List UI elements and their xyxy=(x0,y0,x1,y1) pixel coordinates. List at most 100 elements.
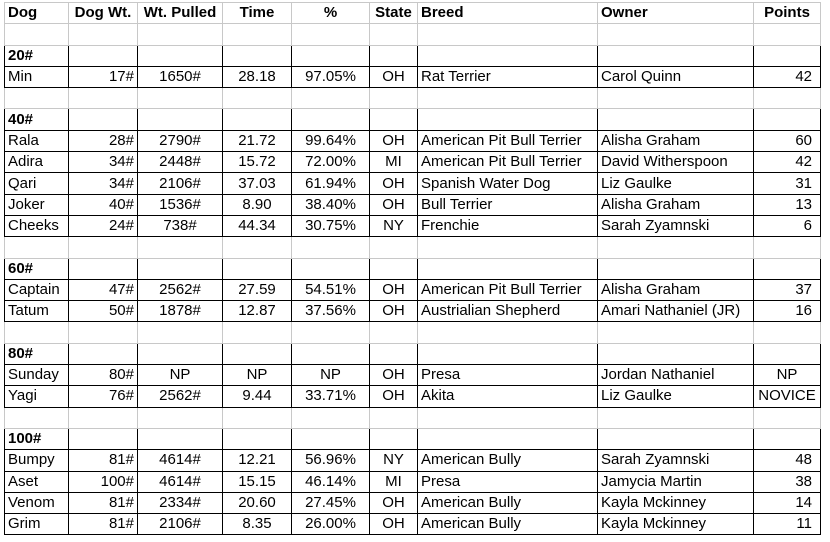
empty-cell xyxy=(369,406,418,429)
empty-cell xyxy=(68,236,138,259)
cell-points: 14 xyxy=(753,491,821,515)
header-row: Dog Dog Wt. Wt. Pulled Time% State Breed Owner… xyxy=(4,1,821,25)
empty-cell xyxy=(291,87,370,110)
header-points: Points xyxy=(753,1,821,25)
empty-cell xyxy=(222,236,292,259)
empty-cell xyxy=(753,108,821,131)
cell-dog: Tatum xyxy=(4,300,69,323)
empty-cell xyxy=(753,321,821,344)
empty-cell xyxy=(369,321,418,344)
empty-cell xyxy=(753,87,821,110)
empty-cell xyxy=(597,87,754,110)
empty-cell xyxy=(369,87,418,110)
table-row: Qari 34# 2106# 37.03 61.94% OH Spanish Water D… xyxy=(4,172,821,195)
empty-cell xyxy=(68,44,138,67)
cell-percent: NP xyxy=(291,364,370,387)
empty-cell xyxy=(4,23,69,46)
cell-weight-pulled: 2106# xyxy=(137,172,223,195)
table-row: Bumpy 81# 4614# 12.21 56.96% NY American Bully… xyxy=(4,449,821,472)
empty-cell xyxy=(597,23,754,46)
cell-dog-weight: 76# xyxy=(68,385,138,408)
cell-weight-pulled: NP xyxy=(137,364,223,387)
table-row: Adira 34# 2448# 15.72 72.00% MI American Pit B… xyxy=(4,151,821,174)
empty-cell xyxy=(597,236,754,259)
empty-cell xyxy=(753,44,821,67)
cell-breed: American Bully xyxy=(417,449,598,472)
empty-cell xyxy=(4,236,69,259)
cell-time: 9.44 xyxy=(222,385,292,408)
group-header-row: 60# xyxy=(4,257,821,280)
cell-breed: Presa xyxy=(417,470,598,493)
empty-cell xyxy=(417,87,598,110)
empty-cell xyxy=(222,87,292,110)
cell-state: OH xyxy=(369,491,418,515)
empty-cell xyxy=(291,342,370,366)
empty-cell xyxy=(369,257,418,280)
cell-breed: Frenchie xyxy=(417,214,598,238)
empty-cell xyxy=(417,236,598,259)
empty-cell xyxy=(417,108,598,131)
empty-cell xyxy=(222,427,292,451)
table-row: Venom 81# 2334# 20.60 27.45% OH American Bully… xyxy=(4,491,821,515)
empty-cell xyxy=(68,108,138,131)
cell-weight-pulled: 1878# xyxy=(137,300,223,323)
cell-time: 20.60 xyxy=(222,491,292,515)
header-percent: % xyxy=(291,1,370,25)
cell-weight-pulled: 2790# xyxy=(137,129,223,153)
cell-dog: Bumpy xyxy=(4,449,69,472)
empty-cell xyxy=(137,236,223,259)
table-row: Cheeks 24# 738# 44.34 30.75% NY Frenchie Sarah … xyxy=(4,214,821,238)
empty-cell xyxy=(137,87,223,110)
cell-dog-weight: 24# xyxy=(68,214,138,238)
cell-owner: Jordan Nathaniel xyxy=(597,364,754,387)
cell-breed: American Bully xyxy=(417,513,598,536)
cell-percent: 56.96% xyxy=(291,449,370,472)
empty-cell xyxy=(291,257,370,280)
weight-class-label: 20# xyxy=(4,44,69,67)
cell-percent: 27.45% xyxy=(291,491,370,515)
empty-cell xyxy=(417,427,598,451)
cell-dog-weight: 81# xyxy=(68,449,138,472)
cell-breed: Austrialian Shepherd xyxy=(417,300,598,323)
cell-time: 8.35 xyxy=(222,513,292,536)
cell-points: 37 xyxy=(753,278,821,302)
empty-cell xyxy=(369,108,418,131)
empty-cell xyxy=(137,257,223,280)
empty-cell xyxy=(597,406,754,429)
table-row: Grim 81# 2106# 8.35 26.00% OH American Bully Ka… xyxy=(4,513,821,536)
empty-cell xyxy=(222,23,292,46)
empty-cell xyxy=(137,23,223,46)
cell-state: MI xyxy=(369,151,418,174)
empty-cell xyxy=(137,321,223,344)
cell-points: 42 xyxy=(753,65,821,89)
empty-cell xyxy=(597,108,754,131)
cell-owner: Kayla Mckinney xyxy=(597,491,754,515)
cell-time: NP xyxy=(222,364,292,387)
spacer-row xyxy=(4,236,821,259)
table-row: Joker 40# 1536# 8.90 38.40% OH Bull Terrier Ali… xyxy=(4,193,821,216)
empty-cell xyxy=(291,44,370,67)
cell-weight-pulled: 2562# xyxy=(137,385,223,408)
cell-breed: American Bully xyxy=(417,491,598,515)
cell-points: 38 xyxy=(753,470,821,493)
cell-weight-pulled: 1650# xyxy=(137,65,223,89)
cell-percent: 99.64% xyxy=(291,129,370,153)
empty-cell xyxy=(137,342,223,366)
cell-owner: Liz Gaulke xyxy=(597,172,754,195)
empty-cell xyxy=(68,257,138,280)
cell-owner: Alisha Graham xyxy=(597,278,754,302)
cell-dog-weight: 40# xyxy=(68,193,138,216)
cell-points: 42 xyxy=(753,151,821,174)
cell-points: 48 xyxy=(753,449,821,472)
cell-dog: Yagi xyxy=(4,385,69,408)
cell-owner: Sarah Zyamnski xyxy=(597,449,754,472)
cell-breed: Presa xyxy=(417,364,598,387)
cell-dog-weight: 100# xyxy=(68,470,138,493)
cell-dog: Grim xyxy=(4,513,69,536)
cell-state: OH xyxy=(369,129,418,153)
group-header-row: 80# xyxy=(4,342,821,366)
cell-owner: Alisha Graham xyxy=(597,193,754,216)
empty-cell xyxy=(597,257,754,280)
cell-weight-pulled: 2448# xyxy=(137,151,223,174)
header-owner: Owner xyxy=(597,1,754,25)
